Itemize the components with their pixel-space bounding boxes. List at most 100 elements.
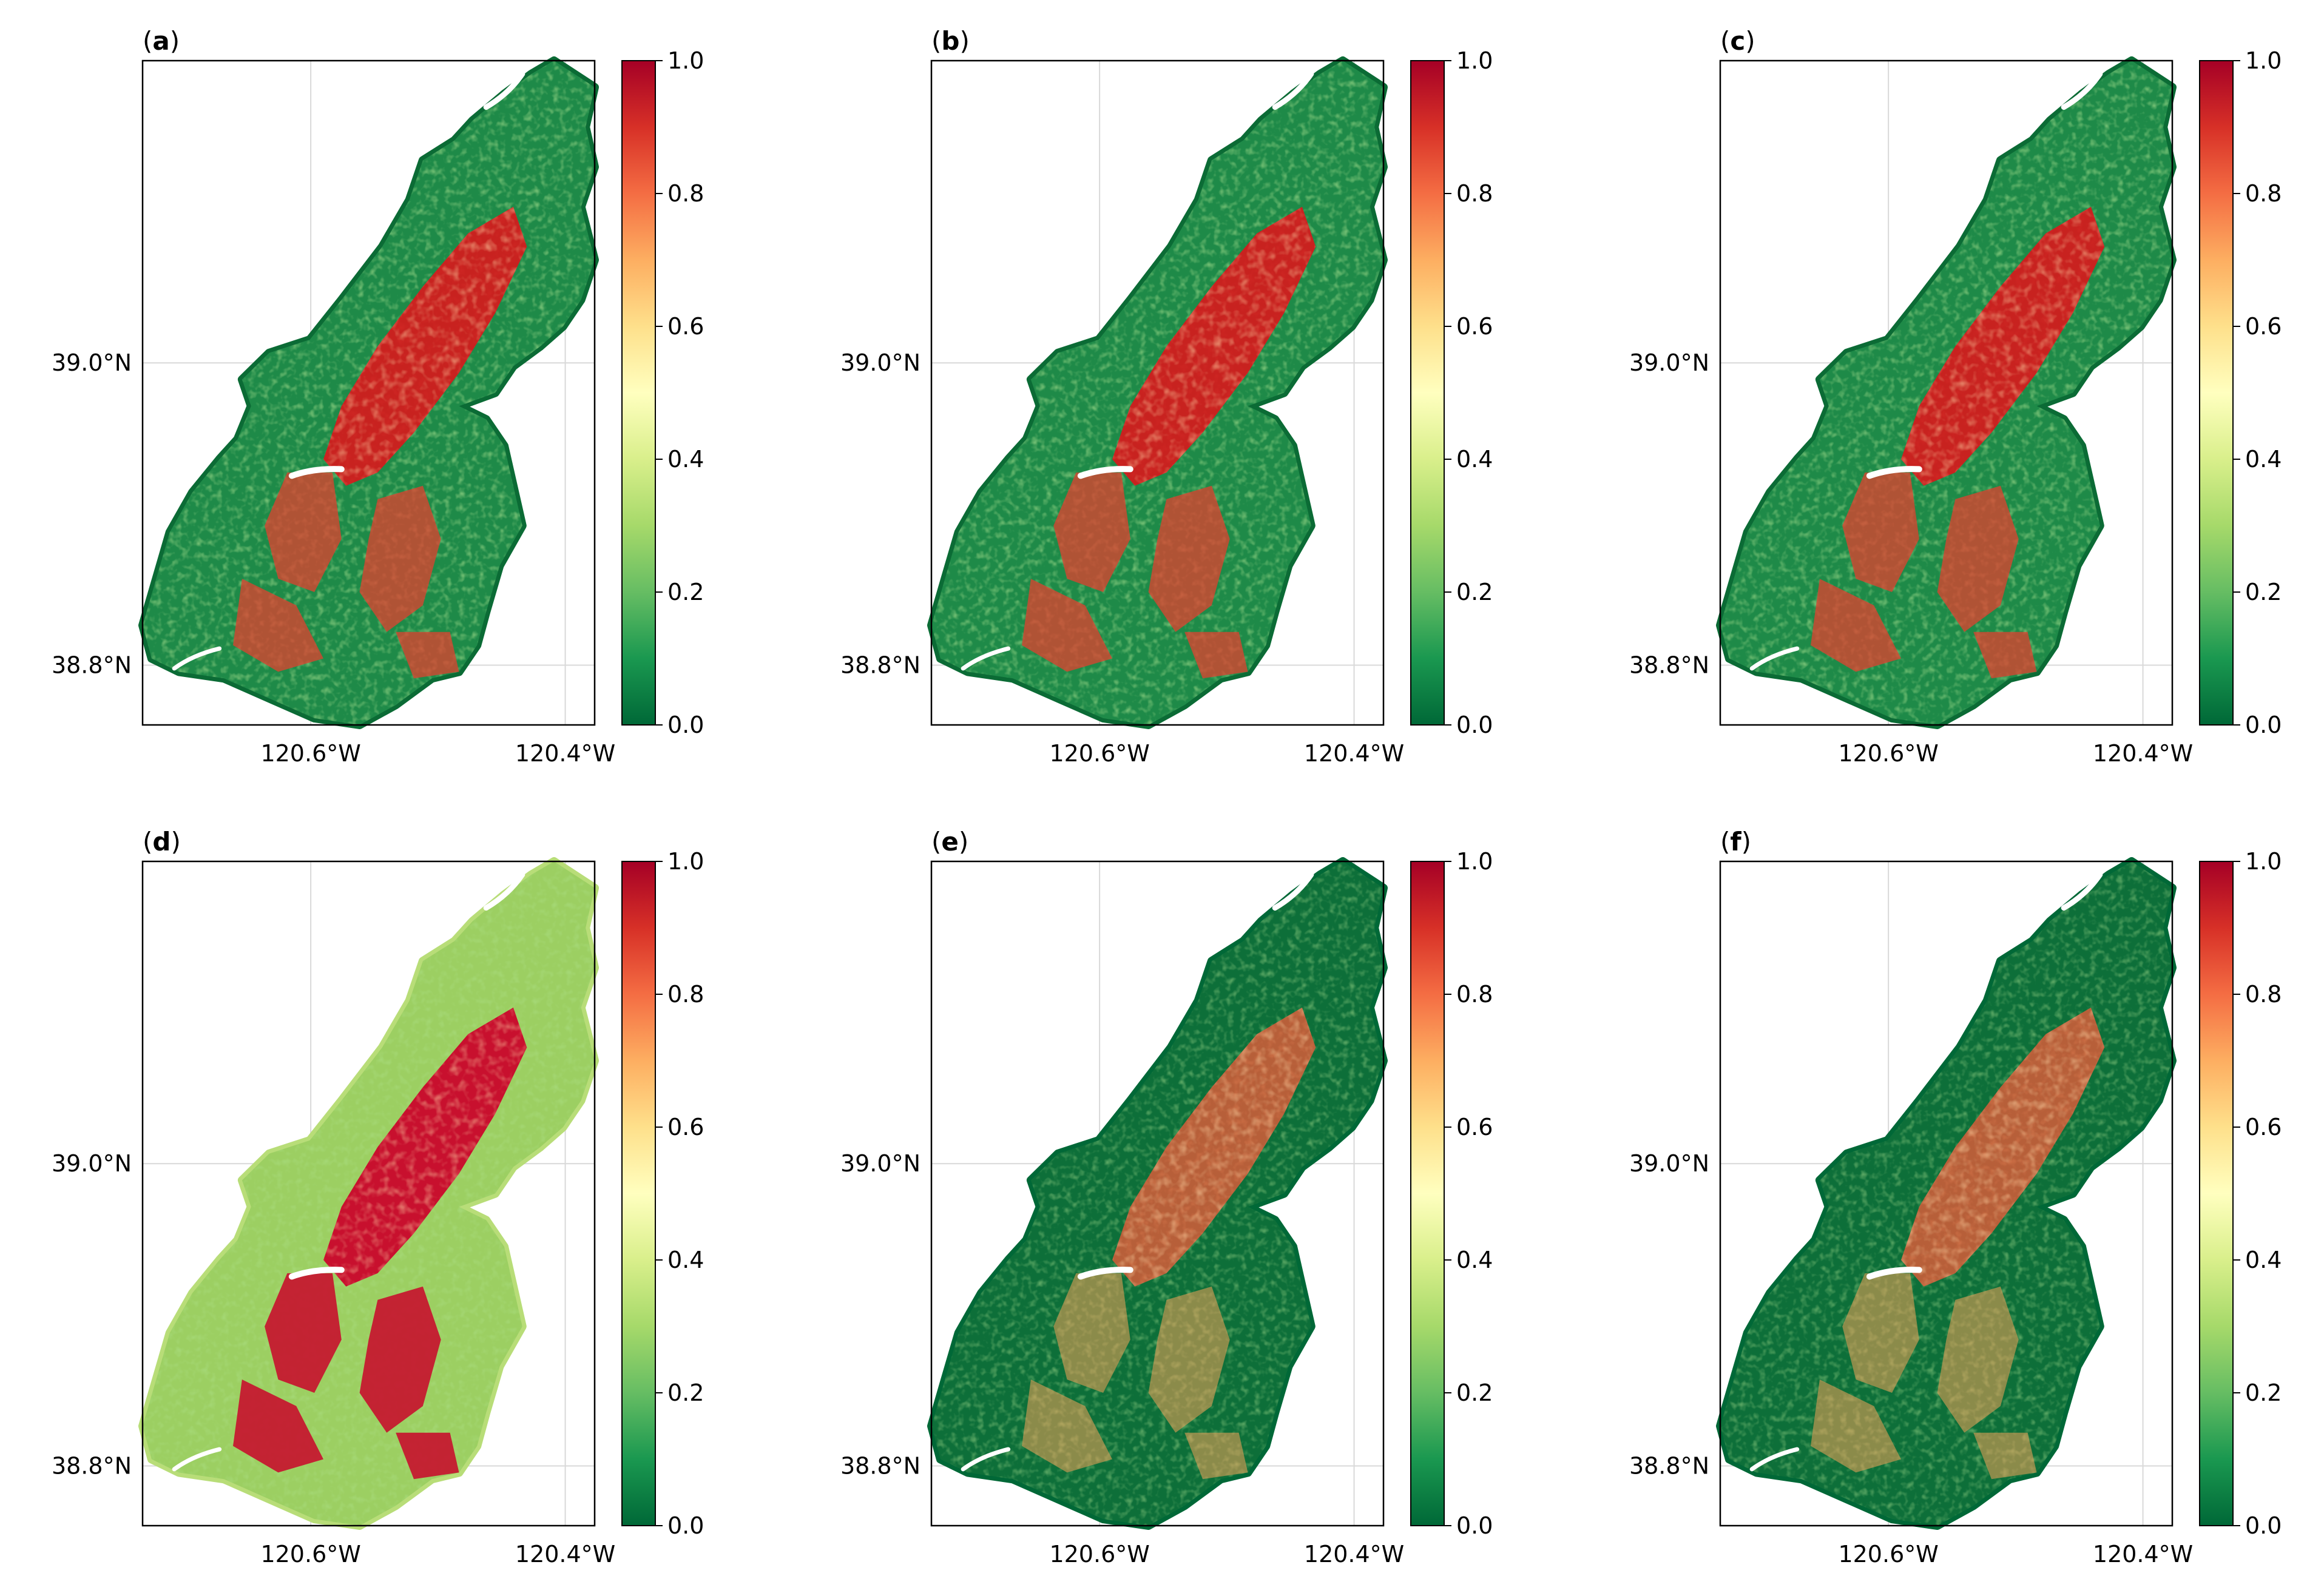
y-tick-label: 38.8°N [52,652,132,678]
burn-patch [1973,1432,2037,1480]
lake-inlet [2061,872,2103,911]
colorbar-tick-label: 1.0 [667,848,704,875]
burn-patch [1022,1379,1112,1473]
burn-severity-map [138,857,599,1530]
colorbar-tick-label: 0.0 [1456,712,1493,738]
colorbar: 0.0 0.2 0.4 0.6 0.8 1.0 [1410,848,1493,1539]
x-tick-label: 120.4°W [515,1541,615,1568]
colorbar: 0.0 0.2 0.4 0.6 0.8 1.0 [2199,848,2282,1539]
y-tick-label: 38.8°N [1629,1452,1709,1479]
burn-patch [1053,1273,1130,1393]
colorbar-tick-label: 1.0 [1456,47,1493,74]
panel-grid: (a) 120.6°W 120.4°W 39.0°N 38.8°N 0.0 0.2 0.4 0.… [52,26,2282,1568]
river-channel [1749,646,1800,671]
x-tick-label: 120.4°W [1304,740,1404,767]
map-frame [141,860,596,1527]
x-tick-label: 120.6°W [260,740,360,767]
colorbar-gradient [2199,60,2234,726]
panel-b: (b)120.6°W 120.4°W39.0°N38.8°N0.00.20.40.… [840,26,1493,767]
colorbar-gradient [621,60,656,726]
colorbar-tick-label: 1.0 [2245,848,2282,875]
y-tick-label: 38.8°N [52,1452,132,1479]
burn-severity-map [927,56,1388,729]
burn-patch [1148,1286,1230,1433]
map-frame [930,59,1385,726]
map-frame [1719,860,2174,1527]
river-channel [172,646,222,671]
x-tick-label: 120.4°W [515,740,615,767]
burn-core-texture [1112,1007,1316,1287]
burn-patch [1148,485,1230,632]
colorbar: 0.0 0.2 0.4 0.6 0.8 1.0 [2199,47,2282,738]
x-tick-label: 120.6°W [1838,740,1938,767]
panel-f: (f)120.6°W 120.4°W39.0°N38.8°N0.00.20.40.… [1629,827,2282,1568]
colorbar: 0.0 0.2 0.4 0.6 0.8 1.0 [621,47,704,738]
panel-label: (f) [1720,827,1751,857]
colorbar-gradient [1410,861,1445,1526]
burn-severity-map [927,857,1388,1530]
river-channel [961,1447,1011,1472]
x-tick-label: 120.6°W [260,1541,360,1568]
x-tick-label: 120.6°W [1049,740,1149,767]
burn-severity-map [1716,56,2177,729]
panel-label: (c) [1720,26,1755,56]
burn-patch [265,472,342,592]
river-channel [172,1447,222,1472]
river-channel [1077,1267,1133,1280]
panel-a: (a) 120.6°W 120.4°W 39.0°N 38.8°N 0.0 0.2 0.4 0.… [52,26,704,767]
colorbar-tick-label: 1.0 [667,47,704,74]
colorbar-tick-label: 0.8 [667,180,704,207]
colorbar-tick-label: 1.0 [2245,47,2282,74]
colorbar-gradient [621,861,656,1526]
y-tick-label: 39.0°N [1629,349,1709,376]
y-tick-label: 39.0°N [52,349,132,376]
x-tick-label: 120.6°W [1049,1541,1149,1568]
lake-inlet [1272,872,1314,911]
colorbar: 0.0 0.2 0.4 0.6 0.8 1.0 [621,848,704,1539]
x-tick-label: 120.4°W [1304,1541,1404,1568]
colorbar-tick-label: 0.6 [2245,1114,2282,1140]
panel-c: (c)120.6°W 120.4°W39.0°N38.8°N0.00.20.40.… [1629,26,2282,767]
panel-label: (d) [143,827,181,857]
colorbar-tick-label: 0.4 [2245,1247,2282,1273]
panel-e: (e)120.6°W 120.4°W39.0°N38.8°N0.00.20.40.… [840,827,1493,1568]
burn-patch [1973,631,2037,679]
y-tick-label: 38.8°N [840,1452,920,1479]
map-frame [141,59,596,726]
burn-patch [1184,631,1248,679]
colorbar-tick-label: 0.4 [1456,1247,1493,1273]
burn-severity-map [1716,857,2177,1530]
panel-label: (a) [143,26,180,56]
y-tick-label: 39.0°N [1629,1150,1709,1177]
colorbar-tick-label: 0.6 [1456,1114,1493,1140]
burn-patch [265,1273,342,1393]
colorbar-tick-label: 0.4 [1456,446,1493,473]
burn-patch [1022,579,1112,672]
colorbar-tick-label: 0.4 [667,446,704,473]
colorbar-tick-label: 0.6 [667,1114,704,1140]
burn-core-texture [323,206,527,486]
burn-patch [1811,1379,1901,1473]
map-frame [930,860,1385,1527]
colorbar-tick-label: 0.8 [2245,180,2282,207]
colorbar-tick-label: 0.0 [2245,1512,2282,1539]
burn-patch [233,579,323,672]
colorbar-tick-label: 0.0 [667,712,704,738]
x-tick-label: 120.4°W [2093,740,2193,767]
lake-inlet [2061,71,2103,110]
burn-patch [1053,472,1130,592]
colorbar-gradient [2199,861,2234,1526]
colorbar-tick-label: 0.2 [667,579,704,605]
colorbar-tick-label: 0.6 [2245,313,2282,340]
colorbar-tick-label: 0.2 [1456,1379,1493,1406]
colorbar-tick-label: 0.8 [667,981,704,1008]
colorbar-tick-label: 0.2 [1456,579,1493,605]
colorbar-tick-label: 0.2 [2245,579,2282,605]
river-channel [961,646,1011,671]
colorbar-tick-label: 0.4 [667,1247,704,1273]
y-tick-label: 39.0°N [840,349,920,376]
burn-patch [1937,485,2019,632]
burn-patch [233,1379,323,1473]
colorbar-tick-label: 0.4 [2245,446,2282,473]
colorbar-tick-label: 0.0 [667,1512,704,1539]
